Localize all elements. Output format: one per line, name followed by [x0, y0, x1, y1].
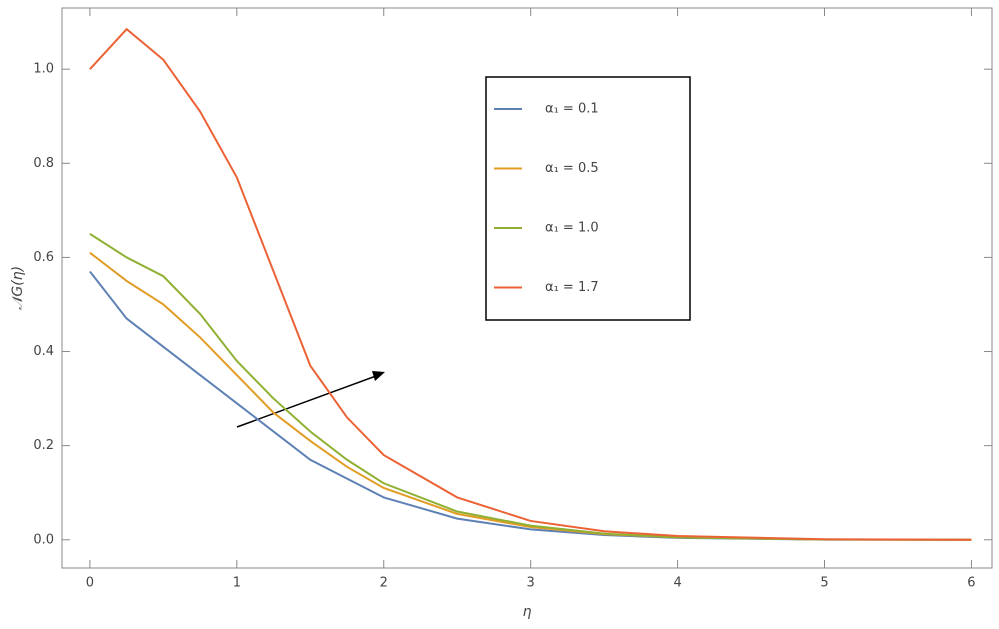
- x-tick-label: 2: [380, 576, 388, 591]
- arrow-annotation: [236, 371, 385, 428]
- x-tick-label: 3: [527, 576, 535, 591]
- line-series: [89, 233, 972, 541]
- y-tick-label: 1.0: [33, 62, 54, 77]
- y-tick-label: 0.4: [33, 344, 54, 359]
- y-tick-label: 0.8: [33, 156, 54, 171]
- x-tick-label: 0: [86, 576, 94, 591]
- x-axis-label: η: [523, 604, 532, 620]
- legend-label: α₁ = 0.5: [545, 161, 599, 176]
- legend-label: α₁ = 1.0: [545, 221, 599, 236]
- y-tick-label: 0.6: [33, 250, 54, 265]
- plot-frame: [61, 7, 993, 569]
- legend-label: α₁ = 1.7: [545, 280, 599, 295]
- arrow-head: [372, 371, 385, 381]
- x-tick-label: 5: [820, 576, 828, 591]
- arrow-shaft: [236, 375, 377, 428]
- y-tick-label: 0.0: [33, 532, 54, 547]
- x-tick-label: 1: [233, 576, 241, 591]
- line-series: [89, 27, 972, 541]
- x-tick-label: 6: [967, 576, 975, 591]
- legend-label: α₁ = 0.1: [545, 102, 599, 117]
- legend-box: [485, 76, 691, 321]
- x-tick-label: 4: [673, 576, 681, 591]
- y-axis-label: 𝒩G(η): [10, 266, 26, 310]
- y-tick-label: 0.2: [33, 438, 54, 453]
